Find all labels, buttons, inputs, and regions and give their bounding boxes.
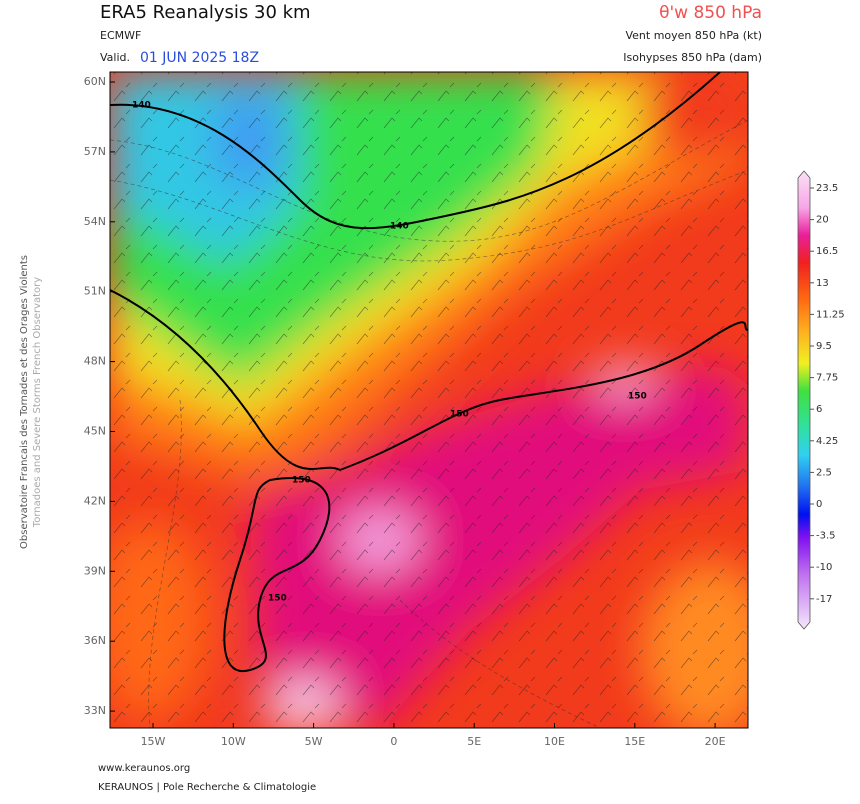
colorbar-label: -10 (816, 562, 832, 573)
lat-label: 51N (84, 285, 106, 298)
colorbar-label: -17 (816, 594, 832, 605)
title: ERA5 Reanalysis 30 km (100, 2, 311, 23)
colorbar-label: -3.5 (816, 531, 836, 542)
lon-label: 15E (624, 735, 645, 748)
lat-label: 54N (84, 215, 106, 228)
contour-label: 150 (450, 410, 469, 420)
wind-label: Vent moyen 850 hPa (kt) (625, 29, 762, 42)
valid-prefix: Valid. (100, 51, 130, 64)
colorbar-label: 6 (816, 404, 822, 415)
lat-label: 39N (84, 564, 106, 577)
footer-url: www.keraunos.org (98, 763, 190, 774)
contour-label: 140 (390, 222, 409, 232)
lat-label: 42N (84, 494, 106, 507)
contour-label: 150 (268, 594, 287, 604)
colorbar-label: 20 (816, 215, 829, 226)
lon-label: 5W (305, 735, 323, 748)
lon-label: 5E (467, 735, 481, 748)
side-text: Observatoire Francais des Tornades et de… (19, 255, 30, 549)
colorbar-label: 4.25 (816, 436, 838, 447)
colorbar (797, 170, 811, 630)
side-text: Tornadoes and Severe Storms French Obser… (32, 277, 43, 528)
lat-label: 45N (84, 425, 106, 438)
lon-label: 0 (390, 735, 397, 748)
lat-label: 36N (84, 634, 106, 647)
map-frame (109, 71, 749, 729)
contour-label: 140 (132, 101, 151, 111)
lat-label: 60N (84, 75, 106, 88)
colorbar-label: 7.75 (816, 373, 838, 384)
colorbar-label: 2.5 (816, 467, 832, 478)
colorbar-label: 0 (816, 499, 822, 510)
lon-label: 10E (544, 735, 565, 748)
map-field: 140 140 150 150 150 150 (110, 72, 748, 728)
colorbar-label: 9.5 (816, 341, 832, 352)
lon-label: 15W (141, 735, 166, 748)
lat-label: 48N (84, 355, 106, 368)
colorbar-label: 16.5 (816, 246, 838, 257)
contour-label: 150 (628, 392, 647, 402)
heights-label: Isohypses 850 hPa (dam) (623, 51, 762, 64)
colorbar-label: 13 (816, 278, 829, 289)
contour-label: 150 (292, 476, 311, 486)
lat-label: 57N (84, 145, 106, 158)
lon-label: 20E (705, 735, 726, 748)
parameter: θ'w 850 hPa (659, 3, 762, 23)
model: ECMWF (100, 29, 141, 42)
footer-credit: KERAUNOS | Pole Recherche & Climatologie (98, 782, 316, 793)
colorbar-label: 23.5 (816, 183, 838, 194)
lat-label: 33N (84, 704, 106, 717)
lon-label: 10W (221, 735, 246, 748)
colorbar-label: 11.25 (816, 309, 845, 320)
valid-date: 01 JUN 2025 18Z (140, 50, 259, 66)
